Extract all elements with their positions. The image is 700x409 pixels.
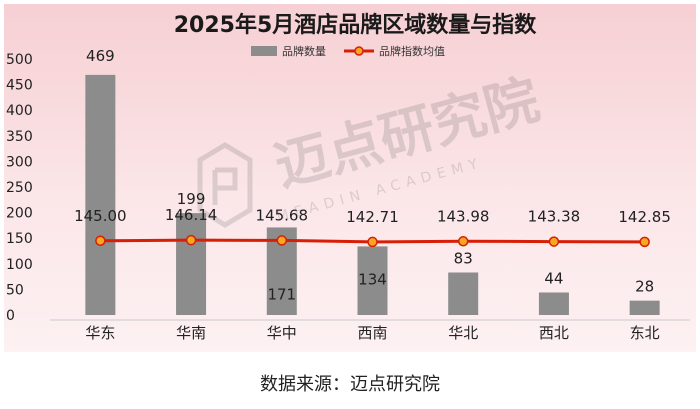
legend-bar-swatch [251, 46, 277, 56]
y-tick-label: 450 [6, 78, 33, 94]
line-data-label: 145.00 [74, 207, 127, 225]
y-tick-label: 350 [6, 129, 33, 145]
line-data-label: 145.68 [256, 206, 309, 224]
bar [85, 74, 116, 315]
x-tick-label: 华东 [85, 324, 115, 342]
bar-data-label: 199 [177, 190, 206, 208]
x-tick-label: 西北 [539, 324, 569, 342]
line-data-label: 142.71 [346, 208, 399, 226]
legend-marker-swatch [354, 46, 364, 56]
y-tick-label: 250 [6, 180, 33, 196]
y-tick-label: 400 [6, 103, 33, 119]
chart-title: 2025年5月酒店品牌区域数量与指数 [174, 12, 538, 38]
y-axis: 0 50 100 150 200 250 300 350 400 450 500 [6, 52, 33, 324]
bar [176, 213, 207, 315]
source-note: 数据来源：迈点研究院 [260, 374, 440, 395]
bar-data-label: 44 [544, 269, 563, 287]
line-point [276, 235, 288, 246]
line-data-label: 143.98 [437, 207, 490, 225]
x-tick-label: 华南 [176, 324, 206, 342]
line-data-label: 146.14 [165, 206, 218, 224]
x-tick-label: 华中 [267, 324, 297, 342]
bar-series [85, 74, 660, 315]
bar-labels: 469 199 171 134 83 44 28 [86, 47, 654, 304]
legend-label-line: 品牌指数均值 [379, 44, 445, 58]
x-tick-label: 华北 [448, 324, 478, 342]
bar-data-label: 28 [635, 278, 654, 296]
line-point [185, 234, 197, 246]
y-tick-label: 500 [6, 52, 33, 68]
line-point [95, 235, 106, 247]
bar-data-label: 469 [86, 47, 115, 65]
line-series [95, 234, 650, 248]
legend: 品牌数量 品牌指数均值 [251, 44, 445, 58]
bar [448, 272, 479, 315]
bar [629, 300, 660, 315]
bar [357, 246, 388, 315]
bar-data-label: 171 [267, 285, 296, 303]
x-tick-label: 东北 [630, 324, 660, 342]
bar-data-label: 134 [358, 270, 387, 288]
y-tick-label: 0 [6, 308, 15, 324]
line-data-label: 143.38 [528, 208, 581, 226]
line-data-label: 142.85 [618, 208, 671, 226]
x-axis: 华东 华南 华中 西南 华北 西北 东北 [50, 319, 690, 342]
y-tick-label: 100 [6, 257, 33, 273]
line-point [457, 236, 469, 247]
bar [538, 292, 569, 315]
y-tick-label: 50 [6, 282, 24, 298]
bar-data-label: 83 [454, 250, 473, 268]
chart-panel [4, 4, 696, 352]
x-tick-label: 西南 [357, 324, 387, 342]
legend-label-bar: 品牌数量 [282, 44, 326, 58]
y-tick-label: 300 [6, 154, 33, 170]
line-point [639, 236, 650, 248]
line-labels: 145.00 146.14 145.68 142.71 143.98 143.38 142.… [74, 206, 671, 226]
line-point [548, 236, 560, 247]
y-tick-label: 150 [6, 231, 33, 247]
y-tick-label: 200 [6, 206, 33, 222]
line-point [367, 236, 378, 248]
